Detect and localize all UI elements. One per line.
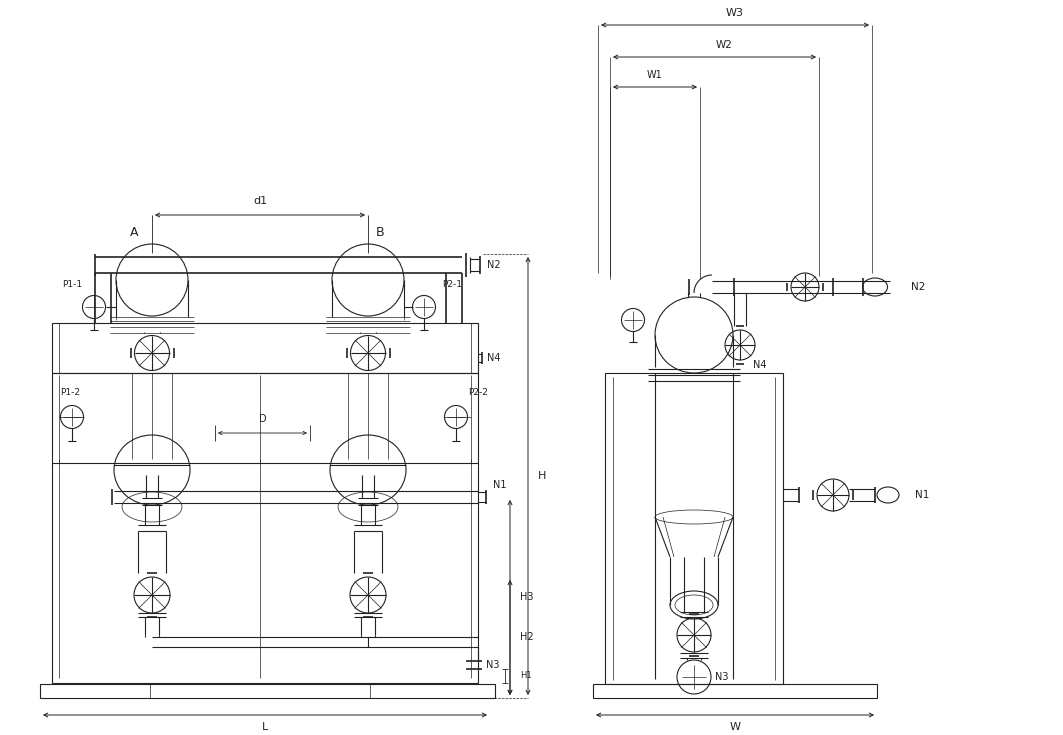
Text: W3: W3 — [726, 8, 744, 18]
Text: D: D — [258, 414, 267, 424]
Bar — [52, 373, 478, 683]
Text: P2-2: P2-2 — [468, 389, 488, 398]
Text: d1: d1 — [253, 196, 267, 206]
Text: H1: H1 — [520, 672, 532, 681]
Text: A: A — [130, 226, 138, 240]
Bar — [605, 373, 783, 684]
Text: W: W — [729, 722, 741, 732]
Text: W1: W1 — [647, 70, 663, 80]
Text: N3: N3 — [715, 672, 729, 682]
Text: N4: N4 — [487, 353, 501, 363]
Text: H: H — [538, 471, 546, 481]
Text: N4: N4 — [754, 360, 766, 370]
Text: P1-2: P1-2 — [60, 389, 80, 398]
Bar — [52, 323, 478, 373]
Text: P1-1: P1-1 — [62, 281, 82, 290]
Text: N2: N2 — [911, 282, 926, 292]
Text: L: L — [261, 722, 268, 732]
Bar — [40, 684, 495, 698]
Text: H3: H3 — [520, 592, 534, 603]
Bar — [593, 684, 877, 698]
Text: N1: N1 — [493, 480, 507, 490]
Text: N2: N2 — [487, 260, 501, 270]
Text: N1: N1 — [915, 490, 929, 500]
Text: P2-1: P2-1 — [442, 281, 462, 290]
Text: B: B — [375, 226, 385, 240]
Text: H2: H2 — [520, 633, 534, 642]
Text: W2: W2 — [716, 40, 732, 50]
Text: N3: N3 — [486, 660, 500, 670]
